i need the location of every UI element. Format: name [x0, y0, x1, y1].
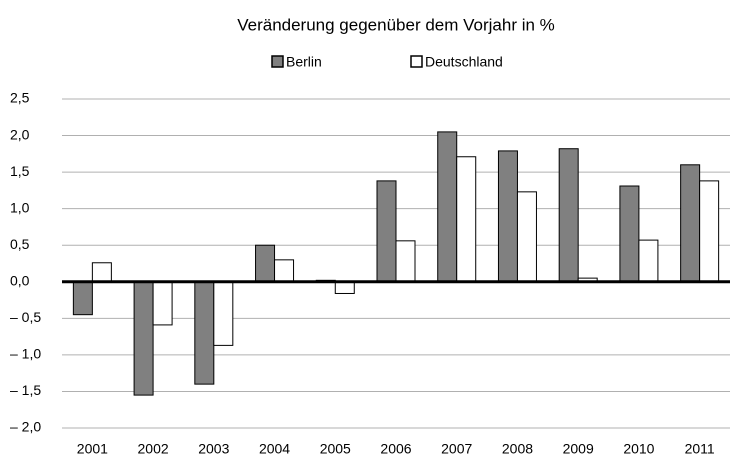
- bar: [680, 164, 701, 283]
- legend-label: Deutschland: [425, 54, 503, 70]
- bar: [334, 281, 355, 294]
- bar: [558, 148, 579, 283]
- bar: [619, 185, 640, 283]
- x-tick-label: 2003: [198, 441, 229, 457]
- bar: [255, 244, 276, 283]
- bar: [395, 240, 416, 283]
- bar: [497, 150, 518, 283]
- x-tick-label: 2005: [320, 441, 351, 457]
- bar: [72, 281, 93, 316]
- x-tick-label: 2008: [502, 441, 533, 457]
- bar: [213, 281, 234, 346]
- x-tick-label: 2007: [441, 441, 472, 457]
- y-tick-label: – 1,0: [10, 346, 41, 362]
- y-tick-label: 1,0: [10, 199, 30, 215]
- y-tick-label: 2,5: [10, 90, 30, 106]
- y-tick-label: 0,5: [10, 236, 30, 252]
- bar: [376, 180, 397, 283]
- x-tick-label: 2002: [138, 441, 169, 457]
- y-tick-label: 1,5: [10, 163, 30, 179]
- bar: [437, 131, 458, 283]
- bar: [516, 191, 537, 283]
- legend-swatch: [271, 55, 284, 68]
- legend-label: Berlin: [286, 54, 322, 70]
- bar: [152, 281, 173, 326]
- y-tick-label: – 1,5: [10, 382, 41, 398]
- x-tick-label: 2001: [77, 441, 108, 457]
- bar: [456, 156, 477, 283]
- y-tick-label: – 0,5: [10, 309, 41, 325]
- x-tick-label: 2004: [259, 441, 290, 457]
- bar: [699, 180, 720, 283]
- y-tick-label: – 2,0: [10, 419, 41, 435]
- bar: [194, 281, 215, 385]
- x-tick-label: 2009: [563, 441, 594, 457]
- x-tick-label: 2011: [685, 441, 715, 457]
- bar: [91, 262, 112, 283]
- chart-title: Veränderung gegenüber dem Vorjahr in %: [237, 15, 555, 34]
- bar: [638, 239, 659, 283]
- x-tick-label: 2006: [380, 441, 411, 457]
- y-tick-label: 0,0: [10, 272, 30, 288]
- bar: [133, 281, 154, 396]
- legend-swatch: [410, 55, 423, 68]
- x-tick-label: 2010: [623, 441, 654, 457]
- y-tick-label: 2,0: [10, 126, 30, 142]
- bar: [274, 259, 295, 283]
